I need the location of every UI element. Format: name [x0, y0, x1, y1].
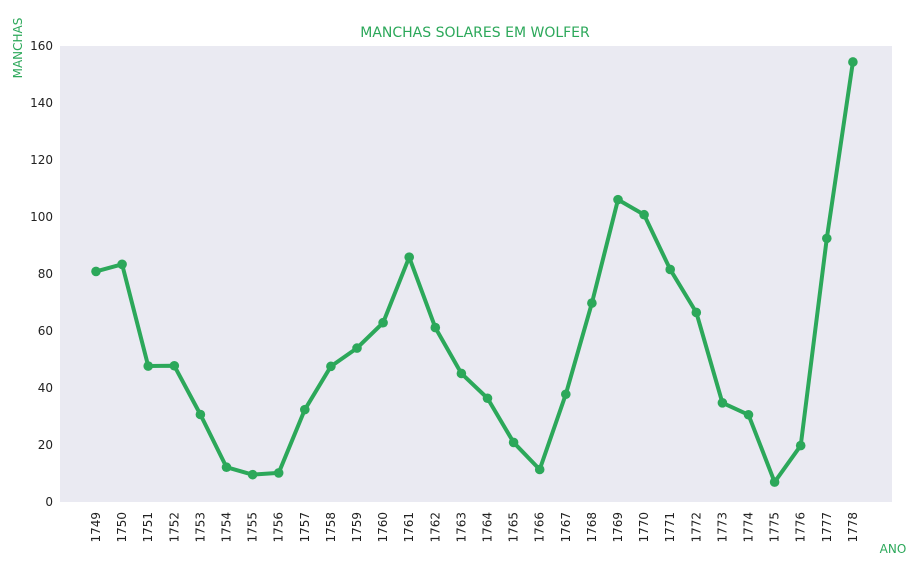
x-tick-label: 1777: [820, 512, 834, 543]
data-point: [430, 322, 441, 333]
y-tick-label: 140: [30, 96, 53, 110]
y-tick-label: 20: [38, 438, 53, 452]
data-point: [561, 389, 571, 400]
x-tick-label: 1763: [454, 512, 468, 543]
data-point: [482, 393, 493, 404]
y-tick-label: 60: [38, 324, 53, 338]
data-point: [717, 398, 728, 408]
data-point: [195, 409, 206, 420]
data-point: [743, 409, 754, 420]
y-tick-label: 160: [30, 39, 53, 53]
data-point: [639, 209, 649, 220]
x-tick-label: 1754: [220, 512, 234, 543]
data-point: [769, 477, 780, 487]
data-point: [404, 252, 415, 262]
data-point: [143, 361, 153, 371]
y-axis-label: MANCHAS: [11, 18, 25, 79]
data-point: [456, 368, 467, 379]
y-tick-label: 100: [30, 210, 53, 224]
x-tick-label: 1751: [141, 512, 155, 543]
y-tick-label: 80: [38, 267, 53, 281]
data-point: [534, 464, 545, 475]
data-point: [587, 298, 597, 308]
x-tick-label: 1775: [768, 512, 782, 543]
data-point: [300, 404, 310, 415]
data-point: [169, 360, 180, 371]
x-tick-label: 1767: [559, 512, 573, 543]
series-group: [91, 57, 858, 487]
x-tick-label: 1750: [115, 512, 129, 543]
y-tick-label: 120: [30, 153, 53, 167]
data-point: [691, 307, 702, 318]
data-point: [665, 264, 675, 275]
x-tick-label: 1769: [611, 512, 625, 543]
data-point: [91, 266, 101, 277]
data-point: [273, 468, 284, 478]
y-tick-label: 40: [38, 381, 53, 395]
data-point: [795, 440, 806, 451]
x-tick-label: 1757: [298, 512, 312, 543]
data-point: [822, 233, 832, 244]
x-tick-label: 1776: [794, 512, 808, 543]
data-point: [508, 437, 519, 448]
x-tick-label: 1774: [742, 512, 756, 543]
data-point: [848, 57, 858, 67]
x-tick-label: 1768: [585, 512, 599, 543]
y-axis-ticks: 0 20 40 60 80 100 120 140 160: [30, 39, 53, 509]
x-tick-label: 1772: [689, 512, 703, 543]
data-point: [352, 343, 362, 353]
data-point: [326, 361, 336, 372]
x-tick-label: 1764: [481, 512, 495, 543]
x-tick-label: 1766: [533, 512, 547, 543]
x-tick-label: 1760: [376, 512, 390, 543]
x-tick-label: 1778: [846, 512, 860, 543]
x-tick-label: 1756: [272, 512, 286, 543]
x-axis-ticks: 1749 1750 1751 1752 1753 1754 1755 1756 1757 1758…: [89, 512, 860, 543]
x-axis-label: ANO: [880, 542, 907, 556]
x-tick-label: 1753: [193, 512, 207, 543]
data-point: [117, 259, 127, 270]
x-tick-label: 1762: [428, 512, 442, 543]
x-tick-label: 1752: [167, 512, 181, 543]
x-tick-label: 1761: [402, 512, 416, 543]
x-tick-label: 1765: [507, 512, 521, 543]
data-point: [613, 194, 623, 205]
x-tick-label: 1771: [663, 512, 677, 543]
x-tick-label: 1749: [89, 512, 103, 543]
x-tick-label: 1759: [350, 512, 364, 543]
data-point: [378, 317, 388, 328]
plot-area: [60, 46, 892, 502]
x-tick-label: 1773: [715, 512, 729, 543]
chart-title: MANCHAS SOLARES EM WOLFER: [360, 25, 590, 41]
x-tick-label: 1755: [246, 512, 260, 543]
x-tick-label: 1758: [324, 512, 338, 543]
data-point: [247, 469, 258, 480]
y-tick-label: 0: [45, 495, 53, 509]
data-point: [221, 462, 232, 473]
x-tick-label: 1770: [637, 512, 651, 543]
